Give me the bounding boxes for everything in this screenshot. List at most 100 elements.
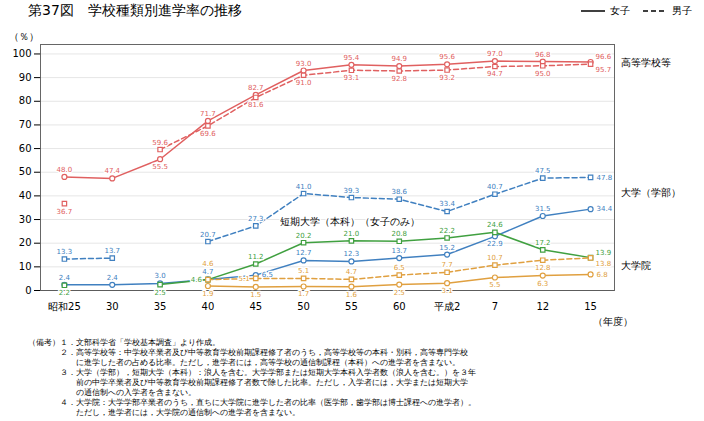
svg-text:100: 100 [12, 48, 31, 59]
svg-text:60: 60 [393, 301, 406, 312]
svg-text:82.7: 82.7 [248, 84, 264, 92]
svg-text:38.6: 38.6 [391, 188, 407, 196]
svg-text:平成2: 平成2 [434, 301, 460, 312]
svg-text:36.7: 36.7 [57, 208, 73, 216]
svg-text:93.1: 93.1 [344, 74, 360, 82]
svg-text:94.9: 94.9 [391, 55, 407, 63]
svg-text:20: 20 [19, 237, 32, 248]
svg-text:1.5: 1.5 [250, 291, 261, 299]
svg-text:95.4: 95.4 [344, 54, 360, 62]
svg-text:70: 70 [19, 119, 32, 130]
svg-text:6.8: 6.8 [597, 271, 608, 279]
svg-text:13.9: 13.9 [596, 249, 612, 257]
svg-text:12: 12 [536, 301, 549, 312]
svg-text:15: 15 [584, 301, 597, 312]
svg-text:2.5: 2.5 [394, 289, 405, 297]
svg-text:55: 55 [345, 301, 358, 312]
svg-text:11.2: 11.2 [248, 253, 264, 261]
svg-text:6.5: 6.5 [394, 264, 405, 272]
svg-text:27.3: 27.3 [248, 215, 264, 223]
svg-text:10.7: 10.7 [487, 254, 503, 262]
svg-text:短期大学（本科）（女子のみ）: 短期大学（本科）（女子のみ） [280, 216, 420, 227]
svg-text:93.2: 93.2 [439, 74, 455, 82]
svg-text:95.6: 95.6 [439, 53, 455, 61]
svg-text:22.2: 22.2 [439, 227, 455, 235]
svg-text:（年度）: （年度） [593, 316, 633, 327]
svg-text:4.6: 4.6 [191, 276, 203, 284]
svg-text:15.2: 15.2 [439, 244, 455, 252]
svg-text:5.5: 5.5 [489, 281, 500, 289]
svg-text:39.3: 39.3 [344, 187, 360, 195]
svg-text:33.4: 33.4 [439, 200, 455, 208]
svg-text:5.1: 5.1 [239, 275, 250, 283]
svg-text:12.7: 12.7 [296, 249, 312, 257]
svg-text:48.0: 48.0 [57, 166, 73, 174]
svg-text:12.3: 12.3 [344, 250, 360, 258]
svg-text:7: 7 [492, 301, 498, 312]
svg-text:0: 0 [25, 285, 31, 296]
svg-text:4.7: 4.7 [346, 268, 357, 276]
svg-text:2.2: 2.2 [59, 289, 70, 297]
svg-text:13.3: 13.3 [57, 248, 73, 256]
svg-text:2.4: 2.4 [59, 274, 71, 282]
svg-text:30: 30 [106, 301, 119, 312]
svg-text:34.4: 34.4 [597, 205, 613, 213]
svg-text:10: 10 [19, 261, 32, 272]
svg-text:（％）: （％） [9, 31, 39, 42]
svg-text:40: 40 [19, 190, 32, 201]
svg-text:3.1: 3.1 [442, 287, 453, 295]
svg-text:5.1: 5.1 [298, 267, 309, 275]
svg-text:1.7: 1.7 [298, 290, 309, 298]
svg-text:20.7: 20.7 [200, 231, 216, 239]
svg-text:60: 60 [19, 143, 32, 154]
svg-text:12.8: 12.8 [535, 264, 551, 272]
svg-text:93.0: 93.0 [296, 60, 312, 68]
svg-text:17.2: 17.2 [535, 239, 551, 247]
svg-text:50: 50 [19, 166, 32, 177]
svg-text:91.0: 91.0 [296, 79, 312, 87]
svg-text:3.0: 3.0 [155, 272, 166, 280]
svg-text:41.0: 41.0 [296, 183, 312, 191]
svg-text:4.7: 4.7 [202, 268, 213, 276]
svg-text:71.7: 71.7 [200, 110, 216, 118]
svg-text:6.3: 6.3 [537, 280, 548, 288]
svg-text:7.7: 7.7 [442, 261, 453, 269]
svg-text:24.6: 24.6 [487, 221, 503, 229]
svg-text:94.7: 94.7 [487, 70, 503, 78]
svg-text:95.0: 95.0 [535, 70, 551, 78]
svg-text:4.6: 4.6 [202, 260, 214, 268]
svg-text:69.6: 69.6 [200, 130, 216, 138]
svg-text:20.2: 20.2 [296, 232, 312, 240]
svg-text:30: 30 [19, 214, 32, 225]
svg-text:1.9: 1.9 [202, 290, 213, 298]
svg-text:2.5: 2.5 [155, 289, 166, 297]
svg-text:96.8: 96.8 [535, 51, 551, 59]
svg-text:22.9: 22.9 [487, 240, 503, 248]
svg-text:95.7: 95.7 [596, 66, 612, 74]
svg-text:20.8: 20.8 [391, 230, 407, 238]
svg-text:55.5: 55.5 [152, 163, 168, 171]
svg-text:59.6: 59.6 [152, 139, 168, 147]
svg-text:80: 80 [19, 95, 32, 106]
svg-text:1.6: 1.6 [346, 291, 358, 299]
svg-text:21.0: 21.0 [344, 230, 360, 238]
svg-text:31.5: 31.5 [535, 205, 551, 213]
svg-text:昭和25: 昭和25 [48, 301, 81, 312]
svg-text:92.8: 92.8 [391, 75, 407, 83]
svg-text:50: 50 [297, 301, 310, 312]
svg-text:13.7: 13.7 [391, 247, 407, 255]
svg-text:47.5: 47.5 [535, 167, 551, 175]
svg-text:13.8: 13.8 [596, 260, 612, 268]
svg-text:96.6: 96.6 [596, 53, 612, 61]
svg-text:81.6: 81.6 [248, 101, 264, 109]
svg-text:90: 90 [19, 72, 32, 83]
svg-text:97.0: 97.0 [487, 50, 503, 58]
svg-text:大学院: 大学院 [621, 260, 651, 271]
svg-text:高等学校等: 高等学校等 [621, 57, 671, 68]
svg-text:大学（学部）: 大学（学部） [621, 187, 681, 198]
svg-text:40: 40 [202, 301, 215, 312]
svg-text:45: 45 [249, 301, 262, 312]
svg-text:40.7: 40.7 [487, 183, 503, 191]
svg-text:13.7: 13.7 [104, 247, 120, 255]
svg-text:47.4: 47.4 [104, 167, 120, 175]
